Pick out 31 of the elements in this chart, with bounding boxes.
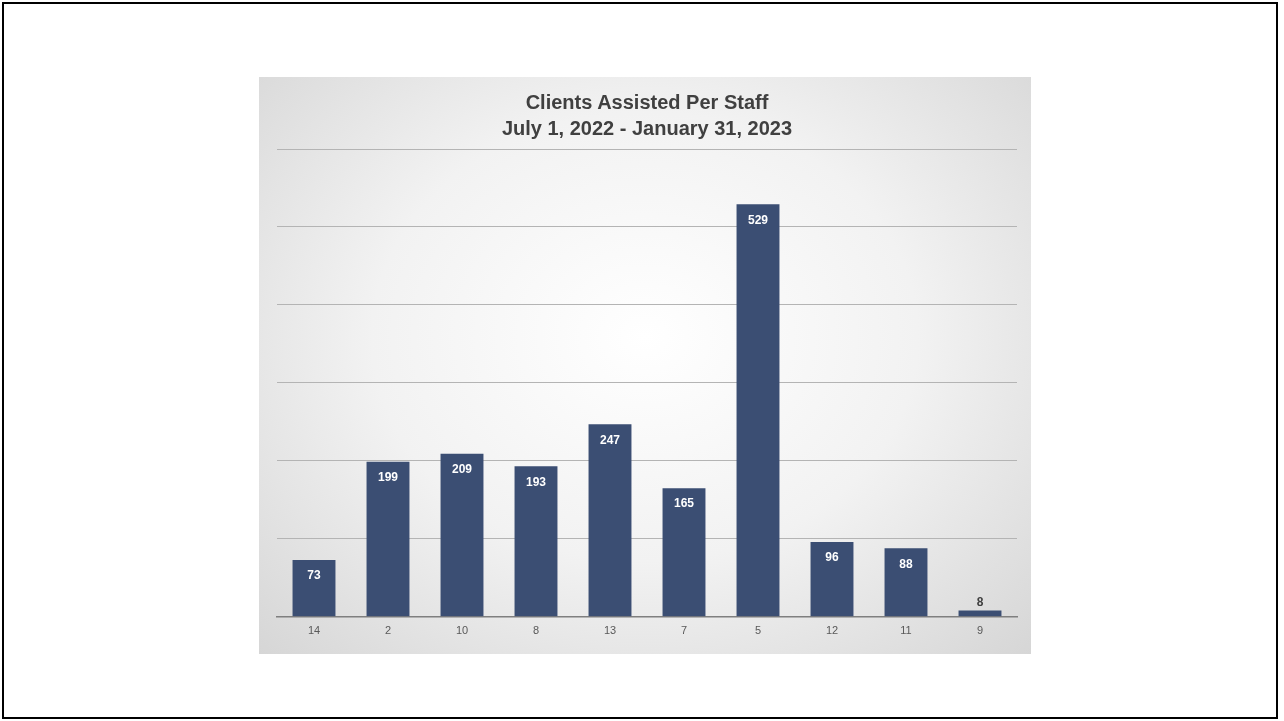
bar xyxy=(440,453,484,617)
x-tick-label: 10 xyxy=(455,624,469,637)
data-label: 529 xyxy=(747,212,769,227)
x-tick-label: 13 xyxy=(603,624,617,637)
x-tick-label: 9 xyxy=(976,624,984,637)
bar xyxy=(514,466,558,617)
data-label: 165 xyxy=(673,496,695,511)
x-tick-label: 11 xyxy=(900,624,912,637)
x-tick-label: 12 xyxy=(825,624,839,637)
x-tick-label: 8 xyxy=(532,624,540,637)
data-label: 247 xyxy=(599,432,621,447)
bar xyxy=(292,559,336,617)
data-label: 209 xyxy=(451,462,473,477)
bar xyxy=(884,548,928,617)
x-tick-label: 7 xyxy=(680,624,688,637)
data-label: 73 xyxy=(307,568,321,583)
bar xyxy=(810,541,854,617)
bar xyxy=(588,424,632,617)
bar xyxy=(366,461,410,617)
bar xyxy=(662,488,706,617)
data-label: 8 xyxy=(976,594,984,609)
chart-title: Clients Assisted Per Staff xyxy=(525,90,769,113)
data-label: 88 xyxy=(899,556,913,571)
x-tick-label: 14 xyxy=(307,624,321,637)
x-tick-label: 5 xyxy=(754,624,762,637)
data-label: 193 xyxy=(525,474,547,489)
x-tick-label: 2 xyxy=(384,624,392,637)
data-label: 96 xyxy=(825,550,839,565)
data-label: 199 xyxy=(377,469,399,484)
chart-subtitle: July 1, 2022 - January 31, 2023 xyxy=(501,116,793,139)
bar xyxy=(736,204,780,617)
